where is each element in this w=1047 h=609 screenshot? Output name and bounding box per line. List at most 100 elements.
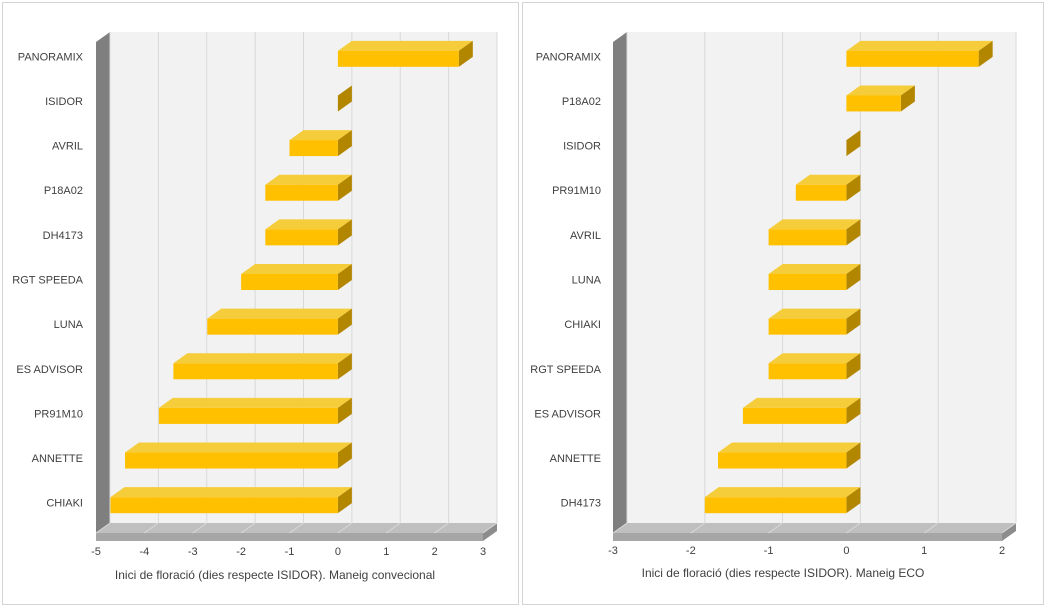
category-label: ISIDOR (563, 141, 601, 153)
plot-floor-edge (96, 533, 483, 541)
plot-floor-side (1002, 523, 1016, 541)
category-label: AVRIL (570, 230, 601, 242)
bar-chart-eco: -3 -2 -1 0 1 2 PANORAMIX P18A02 ISIDOR PR91M10 AVR… (530, 32, 1017, 580)
bar-top-face (768, 353, 861, 364)
bar-front-face (768, 274, 847, 290)
bar-top-face (207, 308, 352, 319)
bar-side-face (846, 308, 861, 335)
bar (158, 397, 352, 424)
bar-top-face (768, 219, 861, 230)
bar (768, 219, 861, 246)
bar-front-face (173, 363, 338, 380)
bar-front-face (768, 229, 847, 246)
gridline-floor (95, 522, 111, 534)
bar-top-face (768, 308, 861, 319)
bar-top-face (110, 487, 352, 498)
bar (110, 487, 352, 514)
bar-side-face (337, 130, 352, 157)
bar-top-face (337, 85, 352, 96)
gridline-floor (923, 522, 939, 534)
bar-front-face (718, 452, 847, 469)
bar-front-face (768, 363, 847, 380)
x-axis-title: Inici de floració (dies respecte ISIDOR)… (642, 566, 925, 580)
bar-side-face (846, 264, 861, 290)
x-tick-label: 2 (999, 545, 1005, 557)
category-label: PR91M10 (34, 408, 83, 420)
bar-top-face (265, 174, 352, 185)
bar (768, 308, 861, 335)
gridline-floor (612, 522, 628, 534)
bar-top-face (846, 130, 861, 141)
bar-side-face (846, 353, 861, 380)
gridline-floor (337, 522, 353, 534)
gridline-floor (385, 522, 401, 534)
gridline-floor (144, 522, 159, 534)
bar (768, 353, 861, 380)
bar-chart-conventional: -5 -4 -3 -2 -1 0 1 2 3 PANORAMIX ISIDOR AVRIL P18A02… (12, 32, 498, 582)
bar (846, 130, 861, 157)
x-tick-label: 1 (921, 545, 927, 557)
bar-top-face (289, 130, 352, 141)
bar-side-face (337, 442, 352, 469)
gridline-floor (482, 522, 498, 534)
x-tick-label: 0 (843, 545, 849, 557)
category-label: LUNA (54, 319, 84, 331)
bar-top-face (846, 85, 915, 96)
bar-side-face (846, 487, 861, 514)
x-tick-label: 1 (383, 546, 389, 558)
category-label: RGT SPEEDA (12, 275, 83, 287)
gridline-floor (240, 522, 256, 534)
bar (742, 397, 861, 424)
category-label: DH4173 (43, 230, 83, 242)
bar-top-face (241, 264, 352, 274)
category-label: LUNA (572, 275, 602, 287)
x-axis-title: Inici de floració (dies respecte ISIDOR)… (115, 568, 435, 582)
bar-top-face (125, 442, 352, 453)
category-label: PANORAMIX (536, 51, 602, 63)
bar (265, 219, 352, 246)
bar (289, 130, 352, 157)
bar-side-face (458, 40, 473, 67)
gridline-floor (192, 522, 208, 534)
category-label: P18A02 (562, 96, 601, 108)
bar-front-face (742, 407, 847, 424)
bar-front-face (265, 184, 338, 201)
bar-top-face (337, 40, 473, 51)
plot-floor-edge (613, 533, 1002, 541)
x-tick-label: -2 (686, 545, 696, 557)
gridline-floor (289, 522, 304, 534)
bar (795, 174, 861, 201)
bar (241, 264, 352, 290)
plot-floor-side (483, 523, 497, 541)
bar-front-face (704, 497, 847, 514)
bar-side-face (337, 174, 352, 201)
category-label: CHIAKI (46, 498, 83, 510)
bar-top-face (742, 397, 861, 408)
x-tick-label: -1 (285, 546, 295, 558)
x-tick-label: -1 (764, 545, 774, 557)
bar-side-face (846, 219, 861, 246)
category-label: PR91M10 (552, 185, 601, 197)
plot-side-wall (613, 32, 627, 533)
bar (173, 353, 352, 380)
category-label: ES ADVISOR (534, 408, 601, 420)
gridline-floor (434, 522, 449, 534)
category-label: ISIDOR (45, 96, 83, 108)
x-tick-label: 2 (432, 546, 438, 558)
bar-side-face (337, 353, 352, 380)
bar-front-face (289, 140, 338, 157)
bar-top-face (704, 487, 861, 498)
category-label: AVRIL (52, 141, 83, 153)
category-label: ANNETTE (550, 453, 601, 465)
category-label: CHIAKI (564, 319, 601, 331)
bar-top-face (718, 442, 861, 453)
bar-side-face (337, 308, 352, 335)
bar (768, 264, 861, 290)
category-label: DH4173 (561, 498, 601, 510)
bar-front-face (207, 318, 338, 335)
x-tick-label: -5 (91, 546, 101, 558)
plot-side-wall (96, 32, 110, 533)
gridline-floor (690, 522, 706, 534)
gridline-floor (1001, 522, 1017, 534)
bar (125, 442, 352, 469)
